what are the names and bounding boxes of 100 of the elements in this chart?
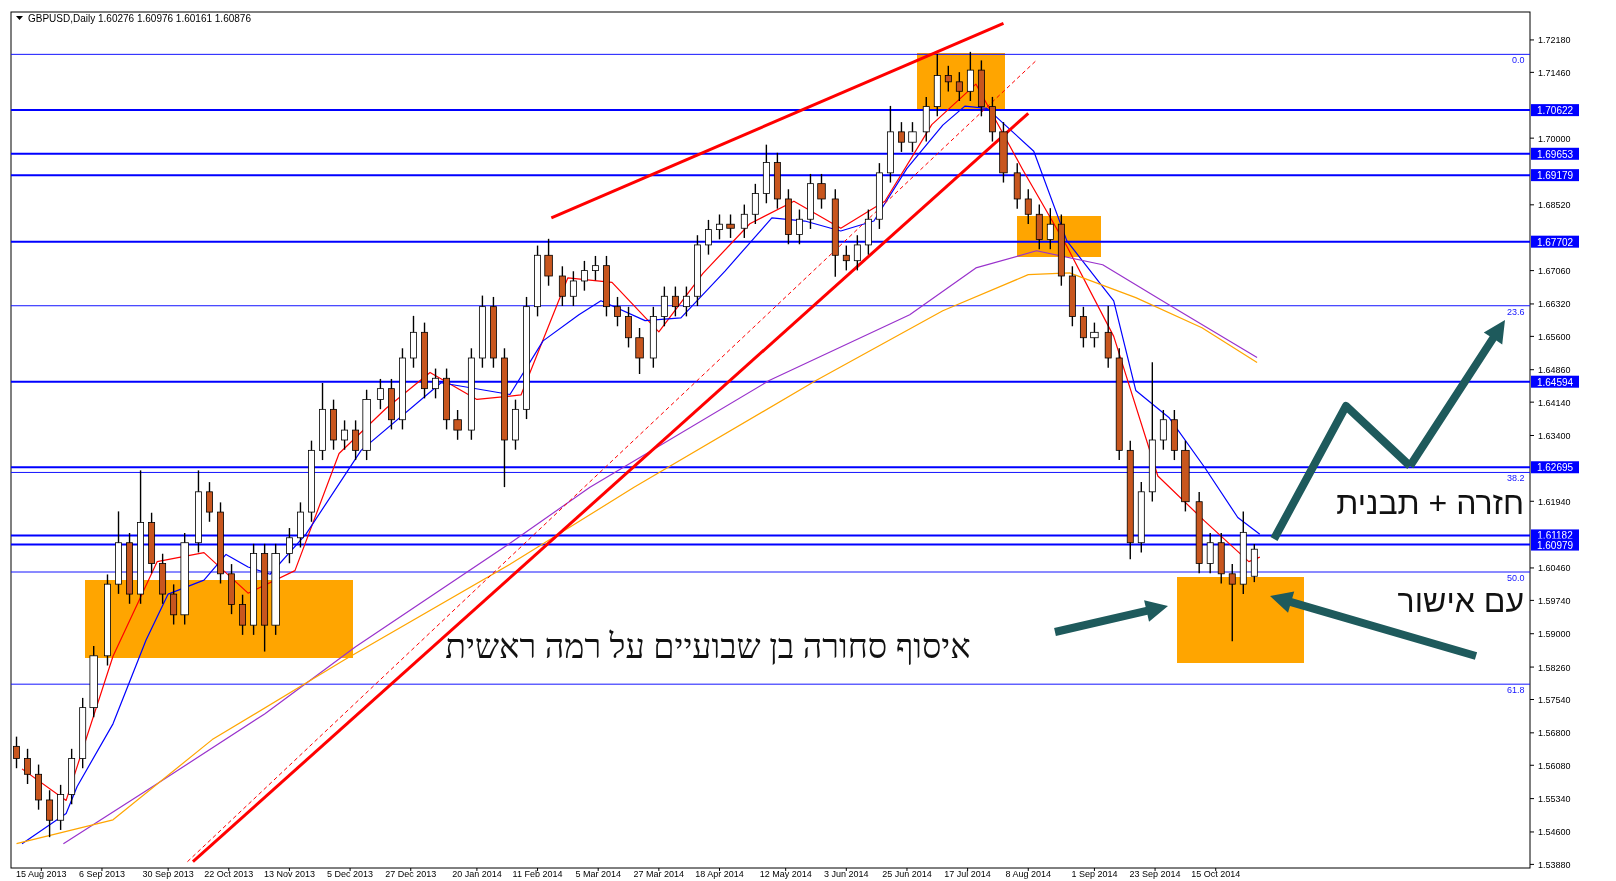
y-tick-label: 1.54600 (1538, 827, 1571, 838)
candlestick (817, 173, 826, 209)
y-tick-label: 1.68520 (1538, 200, 1571, 211)
x-tick-label: 1 Sep 2014 (1071, 869, 1118, 879)
candlestick (453, 410, 462, 440)
candlestick (1046, 208, 1054, 250)
candlestick (1079, 306, 1087, 348)
x-tick-label: 12 May 2014 (759, 869, 812, 879)
y-tick-label: 1.60460 (1538, 563, 1571, 574)
candlestick (1024, 189, 1032, 224)
candlestick (1228, 564, 1236, 642)
x-tick-label: 5 Mar 2014 (575, 869, 621, 879)
y-tick-label: 1.59740 (1538, 595, 1571, 606)
y-tick-label: 1.67060 (1538, 266, 1571, 277)
y-tick-label: 1.66320 (1538, 299, 1571, 310)
y-tick-label: 1.58260 (1538, 662, 1571, 673)
ref-line-label: 1.64594 (1536, 376, 1574, 388)
candlestick (432, 368, 439, 399)
x-tick-label: 15 Aug 2013 (16, 869, 67, 879)
y-tick-label: 1.61940 (1538, 496, 1571, 507)
y-tick-label: 1.56800 (1538, 728, 1571, 739)
candlestick (705, 219, 712, 255)
x-tick-label: 27 Dec 2013 (385, 869, 437, 879)
candlestick (944, 65, 952, 92)
annotation: חזרה + תבנית (1336, 485, 1524, 521)
x-tick-label: 20 Jan 2014 (452, 869, 502, 879)
y-tick-label: 1.64860 (1538, 365, 1571, 376)
candlestick (614, 296, 621, 327)
candlestick (206, 482, 213, 522)
x-tick-label: 25 Jun 2014 (882, 869, 932, 879)
candlestick (740, 204, 748, 238)
y-tick-label: 1.71460 (1538, 67, 1571, 78)
ref-line-label: 1.70622 (1536, 105, 1574, 117)
candlestick (376, 378, 384, 410)
candlestick (544, 238, 553, 286)
candlestick (569, 271, 577, 306)
candlestick (716, 214, 723, 240)
ref-line-label: 1.62695 (1536, 462, 1574, 474)
annotation: 0.0 (1511, 55, 1525, 66)
y-tick-label: 1.57540 (1538, 695, 1571, 705)
ref-line-label: 1.69179 (1536, 170, 1574, 182)
ref-line-label: 1.60979 (1536, 539, 1574, 551)
x-tick-label: 3 Jun 2014 (824, 869, 869, 879)
annotation: 23.6 (1506, 306, 1525, 317)
x-tick-label: 30 Sep 2013 (142, 869, 194, 879)
y-tick-label: 1.64140 (1538, 397, 1571, 408)
annotation: עם אישור (1397, 583, 1524, 619)
candlestick (592, 255, 599, 281)
candlestick (796, 209, 803, 245)
y-tick-label: 1.59000 (1538, 629, 1571, 640)
y-tick-label: 1.53880 (1538, 859, 1571, 870)
candlestick (13, 736, 20, 769)
y-tick-label: 1.55340 (1538, 794, 1571, 805)
x-tick-label: 22 Oct 2013 (204, 869, 254, 879)
candlestick (1159, 410, 1167, 450)
candlestick (239, 594, 246, 635)
x-tick-label: 13 Nov 2013 (263, 869, 315, 879)
candlestick (671, 286, 679, 317)
candlestick (1206, 533, 1214, 574)
ref-line-label: 1.67702 (1536, 236, 1574, 248)
candlestick (558, 266, 566, 306)
chart-title: GBPUSD,Daily 1.60276 1.60976 1.60161 1.60876 (28, 13, 252, 24)
x-tick-label: 23 Sep 2014 (1129, 869, 1181, 879)
candlestick (352, 420, 360, 461)
candlestick (955, 72, 963, 101)
candlestick (1090, 322, 1099, 348)
candlestick (853, 235, 861, 271)
annotation: 38.2 (1506, 473, 1525, 484)
x-tick-label: 18 Apr 2014 (695, 869, 744, 879)
y-tick-label: 1.70000 (1538, 133, 1571, 144)
ref-line-label: 1.61182 (1537, 530, 1574, 542)
y-tick-label: 1.72180 (1538, 35, 1571, 46)
candlestick (682, 286, 690, 317)
candlestick (751, 183, 759, 224)
x-tick-label: 6 Sep 2013 (78, 869, 125, 879)
y-tick-label: 1.65600 (1538, 331, 1571, 342)
candlestick (286, 528, 293, 564)
candlestick (46, 790, 54, 838)
candlestick (842, 245, 850, 271)
annotation: 50.0 (1506, 573, 1525, 583)
candlestick (580, 260, 588, 291)
candlestick (908, 122, 917, 152)
candlestick (898, 122, 905, 152)
candlestick (170, 584, 178, 625)
x-tick-label: 15 Oct 2014 (1191, 869, 1241, 879)
candlestick (635, 328, 644, 375)
ref-line-label: 1.69653 (1536, 148, 1574, 160)
annotation: 61.8 (1506, 685, 1525, 696)
x-tick-label: 11 Feb 2014 (512, 869, 563, 879)
x-tick-label: 17 Jul 2014 (944, 869, 991, 879)
y-tick-label: 1.63400 (1538, 430, 1571, 441)
x-tick-label: 27 Mar 2014 (633, 869, 685, 879)
y-tick-label: 1.56080 (1538, 760, 1571, 771)
candlestick (660, 286, 668, 327)
candlestick (966, 51, 974, 101)
candlestick (24, 748, 31, 784)
candlestick (341, 420, 349, 450)
x-tick-label: 8 Aug 2014 (1005, 869, 1052, 879)
x-tick-label: 5 Dec 2013 (327, 869, 374, 879)
candlestick (726, 214, 735, 238)
